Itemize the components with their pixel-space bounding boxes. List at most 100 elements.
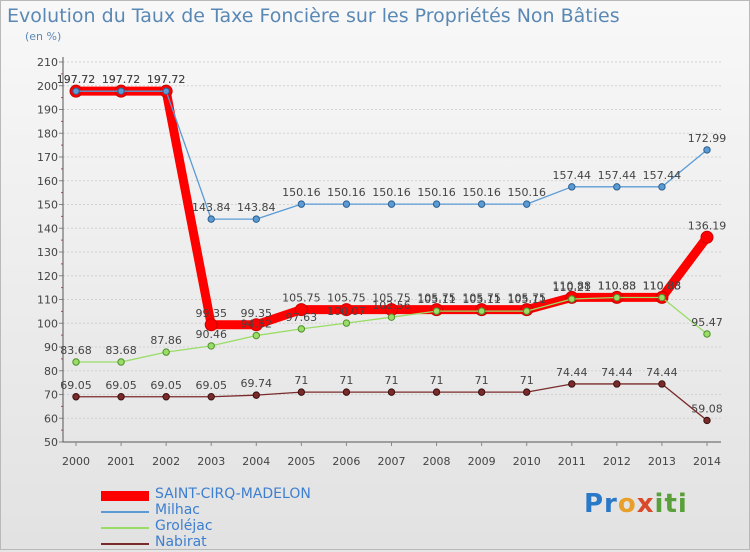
data-point	[568, 380, 576, 388]
x-tick-label: 2013	[648, 455, 676, 468]
data-label: 150.16	[417, 186, 456, 199]
data-label: 69.74	[241, 377, 273, 390]
data-point	[658, 183, 666, 191]
data-label: 197.72	[102, 73, 141, 86]
data-point	[523, 388, 531, 396]
data-point	[72, 358, 80, 366]
data-label: 110.88	[643, 279, 682, 292]
data-point	[432, 200, 441, 208]
data-point	[387, 313, 396, 321]
y-tick-label: 100	[37, 317, 58, 330]
data-point	[117, 393, 125, 401]
data-point	[72, 393, 80, 401]
data-label: 110.88	[553, 279, 592, 292]
data-label: 110.83	[598, 280, 637, 293]
data-point	[613, 293, 621, 302]
data-label: 197.72	[147, 73, 186, 86]
data-label: 157.44	[598, 169, 637, 182]
data-label: 95.47	[691, 316, 723, 329]
legend-swatch	[101, 511, 149, 513]
x-tick-label: 2008	[423, 455, 451, 468]
legend-swatch	[101, 527, 149, 529]
data-label: 74.44	[601, 366, 633, 379]
x-tick-label: 2007	[378, 455, 406, 468]
y-tick-label: 170	[37, 151, 58, 164]
data-label: 110.21	[553, 281, 592, 294]
logo-part: o	[617, 489, 637, 519]
y-tick-label: 120	[37, 270, 58, 283]
data-point	[117, 87, 125, 95]
data-label: 69.05	[195, 379, 227, 392]
data-label: 105.75	[372, 292, 411, 305]
data-point	[342, 319, 351, 327]
data-label: 105.11	[462, 293, 501, 306]
data-label: 197.72	[57, 73, 96, 86]
legend-swatch	[101, 491, 149, 501]
data-label: 143.84	[237, 201, 276, 214]
data-label: 105.75	[507, 292, 546, 305]
data-point	[613, 183, 621, 191]
y-tick-label: 60	[44, 412, 58, 425]
data-point	[207, 393, 215, 401]
data-point	[72, 87, 80, 95]
data-point	[523, 200, 531, 208]
x-tick-label: 2014	[693, 455, 721, 468]
x-tick-label: 2011	[558, 455, 586, 468]
data-label: 59.08	[691, 402, 723, 415]
data-label: 110.88	[598, 279, 637, 292]
data-label: 105.75	[282, 292, 321, 305]
x-tick-label: 2004	[242, 455, 270, 468]
data-label: 105.11	[507, 293, 546, 306]
data-point	[387, 388, 396, 396]
data-label: 157.44	[643, 169, 682, 182]
data-point	[342, 388, 351, 396]
data-label: 71	[520, 374, 534, 387]
logo-part: iti	[654, 489, 688, 519]
y-tick-label: 140	[37, 222, 58, 235]
data-point	[568, 183, 576, 191]
y-tick-label: 130	[37, 246, 58, 259]
x-tick-label: 2003	[197, 455, 225, 468]
data-point	[432, 388, 441, 396]
data-point	[658, 293, 666, 302]
data-label: 69.05	[105, 379, 137, 392]
data-label: 74.44	[556, 366, 588, 379]
data-label: 150.16	[372, 186, 411, 199]
data-point	[703, 416, 711, 425]
chart-subtitle: (en %)	[25, 30, 62, 43]
data-point	[477, 200, 486, 208]
data-label: 94.82	[241, 318, 273, 331]
data-label: 150.16	[507, 186, 546, 199]
data-point	[252, 215, 260, 223]
data-point	[568, 295, 576, 303]
chart-title: Evolution du Taux de Taxe Foncière sur l…	[7, 5, 620, 27]
data-label: 105.75	[462, 292, 501, 305]
logo-part: Pr	[584, 489, 618, 519]
data-point	[297, 325, 306, 333]
y-tick-label: 180	[37, 127, 58, 140]
data-label: 110.83	[643, 280, 682, 293]
logo-part: x	[636, 489, 655, 519]
y-tick-label: 190	[37, 104, 58, 117]
y-tick-label: 150	[37, 199, 58, 212]
x-tick-label: 2001	[107, 455, 135, 468]
data-label: 150.16	[282, 186, 321, 199]
data-label: 105.75	[327, 292, 366, 305]
data-label: 143.84	[192, 201, 231, 214]
data-label: 99.35	[241, 307, 273, 320]
y-tick-label: 210	[37, 56, 58, 69]
data-label: 87.86	[150, 334, 182, 347]
legend-label: Milhac	[155, 502, 201, 518]
data-point	[162, 348, 170, 356]
x-tick-label: 2000	[62, 455, 90, 468]
data-point	[162, 87, 170, 95]
data-label: 74.44	[646, 366, 678, 379]
data-point	[252, 331, 260, 340]
data-label: 97.63	[286, 311, 318, 324]
data-label: 102.56	[372, 299, 411, 312]
data-label: 105.75	[417, 292, 456, 305]
data-point	[297, 200, 306, 208]
proxiti-logo: Proxiti	[584, 489, 688, 519]
